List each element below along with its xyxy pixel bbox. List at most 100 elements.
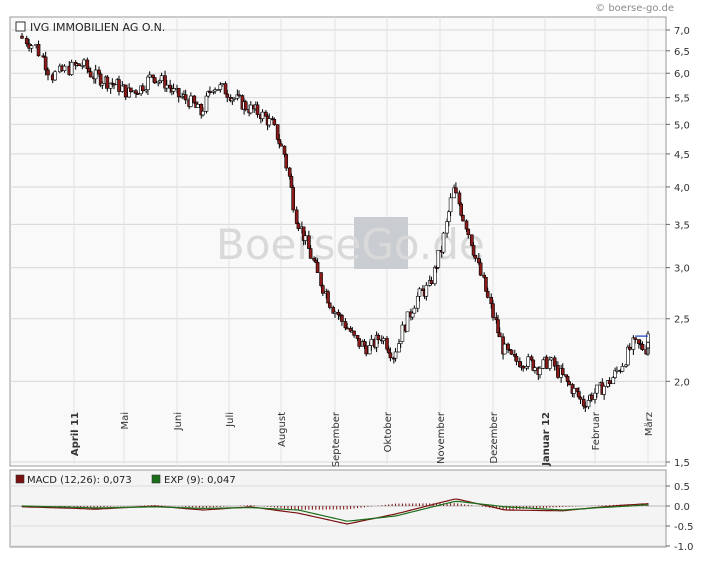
candle-body bbox=[201, 110, 205, 116]
price-tick-label: 2,5 bbox=[674, 315, 690, 326]
candle-body bbox=[589, 394, 594, 400]
candle-body bbox=[294, 209, 299, 224]
candle-body bbox=[43, 56, 48, 71]
candle-body bbox=[367, 345, 372, 355]
candle-body bbox=[159, 75, 164, 81]
month-label: November bbox=[436, 411, 447, 464]
candle-body bbox=[497, 332, 502, 338]
macd-legend: MACD (12,26): 0,073 EXP (9): 0,047 bbox=[15, 474, 236, 486]
candle-body bbox=[496, 319, 500, 334]
candle-body bbox=[345, 327, 349, 330]
candle-body bbox=[249, 104, 253, 114]
candle-body bbox=[454, 187, 458, 194]
macd-tick-label: 0.5 bbox=[674, 482, 690, 493]
candle-body bbox=[485, 290, 490, 298]
candle-body bbox=[640, 343, 645, 350]
candle-body bbox=[315, 262, 320, 273]
candle-body bbox=[176, 88, 181, 98]
candle-body bbox=[549, 357, 554, 361]
candle-body bbox=[277, 139, 282, 145]
candle-body bbox=[461, 214, 465, 222]
candle-body bbox=[567, 381, 571, 385]
candle-body bbox=[556, 365, 560, 378]
candle-body bbox=[386, 348, 391, 354]
candle-body bbox=[506, 343, 510, 350]
month-label: September bbox=[331, 411, 342, 467]
candle-body bbox=[412, 307, 417, 314]
candle-body bbox=[410, 312, 415, 318]
candle-body bbox=[275, 124, 280, 140]
candle-body bbox=[457, 192, 462, 205]
title-checkbox[interactable] bbox=[15, 21, 26, 32]
candle-body bbox=[333, 311, 337, 314]
macd-legend-swatch bbox=[15, 474, 25, 484]
candle-body bbox=[613, 370, 617, 378]
candle-body bbox=[135, 93, 140, 95]
candle-body bbox=[36, 44, 41, 57]
candle-body bbox=[24, 37, 29, 45]
candle-body bbox=[97, 69, 101, 75]
candle-body bbox=[626, 346, 630, 366]
candle-body bbox=[620, 366, 625, 372]
candle-body bbox=[552, 357, 557, 367]
candle-body bbox=[279, 143, 283, 147]
candle-body bbox=[77, 63, 81, 66]
candle-body bbox=[264, 111, 268, 117]
candle-body bbox=[352, 330, 356, 336]
price-tick-label: 5,5 bbox=[674, 94, 690, 105]
candle-body bbox=[85, 59, 90, 69]
candle-body bbox=[526, 356, 531, 367]
candle-body bbox=[364, 345, 369, 355]
candle-body bbox=[100, 83, 105, 86]
candle-body bbox=[565, 376, 570, 382]
macd-tick-label: -0.5 bbox=[674, 522, 694, 533]
month-label: Juli bbox=[225, 412, 236, 428]
month-label: August bbox=[277, 412, 288, 447]
candle-body bbox=[429, 280, 434, 284]
month-label: Februar bbox=[591, 411, 602, 450]
macd-axis: 0.5 0.0 -0.5 -1.0 bbox=[666, 482, 694, 553]
candle-body bbox=[362, 341, 367, 347]
candle-body bbox=[581, 398, 586, 407]
candle-body bbox=[237, 94, 241, 97]
candle-body bbox=[326, 291, 330, 304]
candle-body bbox=[307, 235, 311, 249]
candle-body bbox=[343, 321, 348, 329]
candle-body bbox=[385, 338, 389, 350]
month-label: Mai bbox=[120, 412, 131, 430]
candle-body bbox=[289, 176, 294, 188]
candle-body bbox=[120, 85, 125, 92]
candle-body bbox=[183, 94, 188, 101]
candle-body bbox=[29, 45, 34, 49]
candle-body bbox=[303, 235, 308, 241]
candle-body bbox=[541, 359, 546, 369]
candle-body bbox=[171, 88, 176, 92]
candle-body bbox=[93, 69, 98, 80]
candle-body bbox=[473, 254, 478, 259]
candle-body bbox=[117, 79, 121, 92]
candle-body bbox=[595, 384, 599, 394]
candle-body bbox=[340, 314, 344, 322]
candle-body bbox=[575, 388, 580, 392]
candle-body bbox=[633, 337, 638, 340]
candle-body bbox=[502, 343, 507, 355]
candle-body bbox=[469, 234, 474, 246]
candle-body bbox=[491, 303, 495, 318]
candle-body bbox=[583, 405, 588, 408]
candle-body bbox=[53, 71, 57, 81]
price-axis: 1,5 2,0 2,5 3,0 3,5 4,0 4,5 5,0 5,5 6,0 6,5 7,0 bbox=[666, 26, 690, 469]
candle-body bbox=[243, 101, 248, 110]
candle-body bbox=[637, 339, 641, 344]
candle-body bbox=[417, 288, 422, 297]
candle-body bbox=[489, 297, 494, 305]
candle-body bbox=[388, 352, 393, 359]
macd-tick-label: 0.0 bbox=[674, 502, 690, 513]
candle-body bbox=[82, 59, 86, 66]
candle-body bbox=[478, 262, 483, 276]
candle-body bbox=[415, 295, 420, 309]
price-tick-label: 7,0 bbox=[674, 26, 690, 37]
candle-body bbox=[232, 97, 236, 100]
candle-body bbox=[578, 396, 583, 400]
price-tick-label: 2,0 bbox=[674, 377, 690, 388]
